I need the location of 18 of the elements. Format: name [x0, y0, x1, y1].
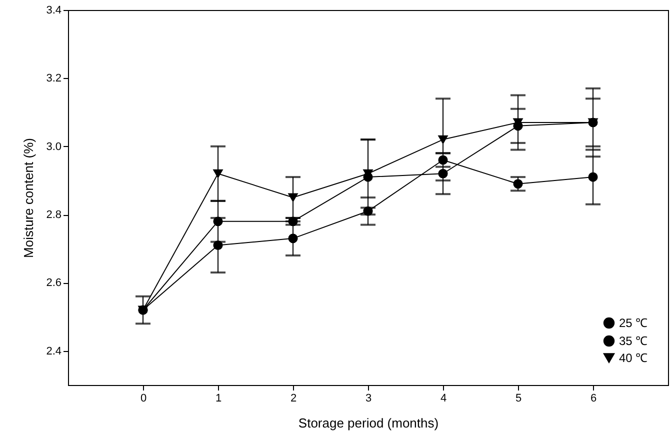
- y-axis-title: Moisture content (%): [21, 138, 36, 258]
- y-tick-label: 3.0: [46, 140, 62, 153]
- legend-label: 40 ℃: [619, 351, 648, 365]
- legend-label: 25 ℃: [619, 316, 648, 330]
- x-tick-label: 3: [365, 392, 372, 404]
- y-tick-label: 2.8: [46, 209, 62, 222]
- x-tick-label: 5: [515, 392, 522, 404]
- x-tick-label: 6: [590, 392, 597, 404]
- y-tick-label: 2.6: [46, 277, 62, 290]
- y-tick-label: 3.2: [46, 72, 62, 85]
- y-tick-label: 2.4: [46, 345, 62, 358]
- x-tick-label: 1: [215, 392, 222, 404]
- x-tick-label: 2: [290, 392, 297, 404]
- legend-label: 35 ℃: [619, 334, 648, 348]
- y-tick-label: 3.4: [46, 4, 62, 16]
- x-tick-label: 4: [440, 392, 447, 404]
- x-tick-label: 0: [140, 392, 147, 404]
- x-axis-title: Storage period (months): [298, 416, 439, 430]
